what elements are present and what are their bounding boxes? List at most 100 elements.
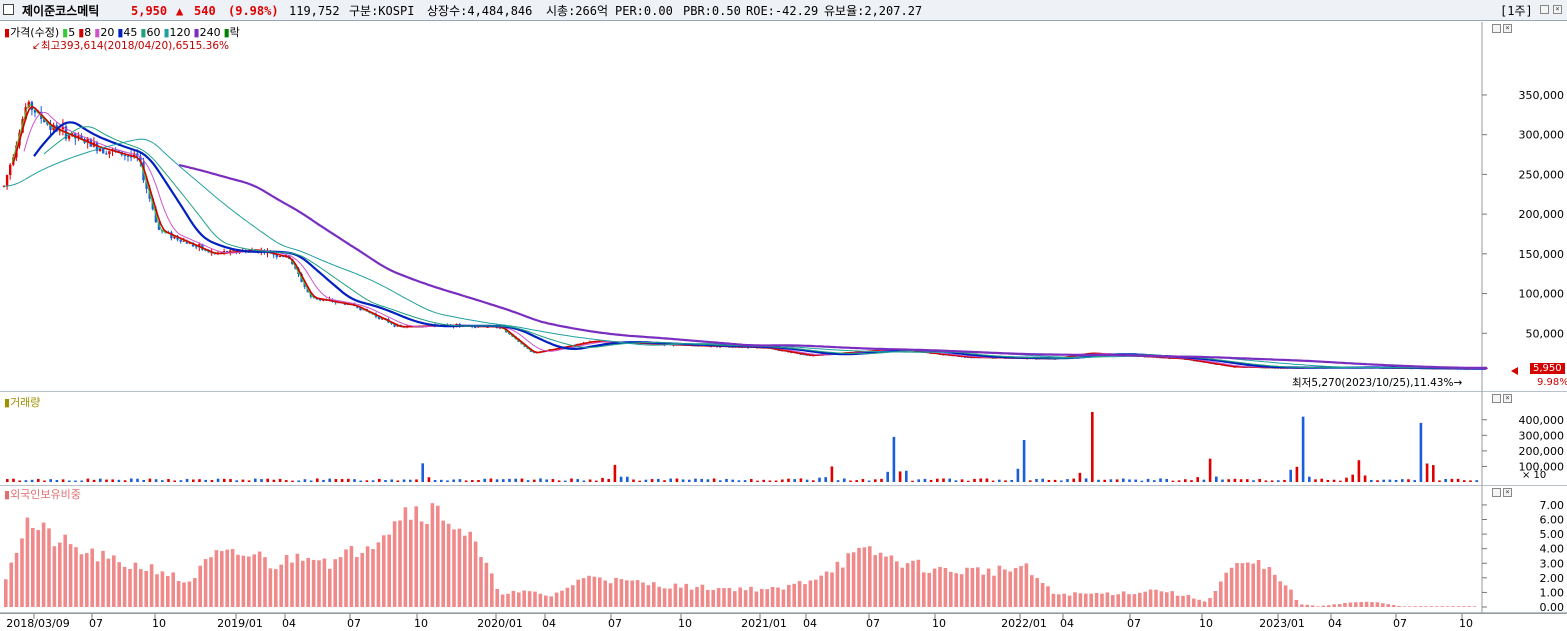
y-tick-label: 3.00 (1540, 557, 1565, 570)
x-tick-label: 10 (414, 617, 428, 630)
volume-bar (30, 479, 34, 482)
volume-bar (6, 479, 9, 482)
candle-body (12, 157, 15, 165)
volume-bar (867, 480, 871, 482)
volume-bar (898, 471, 902, 482)
legend-item-1[interactable]: ▮5 (62, 26, 76, 39)
volume-bar (148, 478, 152, 482)
candle-body (498, 327, 502, 329)
panel-maximize-icon[interactable] (1492, 488, 1501, 497)
volume-bar (210, 480, 214, 482)
period-selector[interactable]: [1주] (1500, 4, 1533, 18)
candle-body (195, 246, 198, 248)
foreign-bar (679, 587, 683, 607)
foreign-bar (279, 564, 283, 607)
foreign-bar (711, 590, 715, 607)
foreign-bar (652, 582, 656, 607)
y-tick-label: 1.00 (1540, 586, 1565, 599)
minimize-icon[interactable] (1540, 5, 1549, 14)
current-price: 5,950 (131, 4, 168, 18)
candle-body (381, 318, 384, 320)
panel-maximize-icon[interactable] (1492, 24, 1501, 33)
foreign-bar (1046, 586, 1050, 607)
legend-item-6[interactable]: ▮120 (163, 26, 191, 39)
legend-item-5[interactable]: ▮60 (140, 26, 161, 39)
foreign-panel[interactable]: ▮외국인보유비중 × 0.00 1.00 2.00 3.00 4.00 5.00 6.00 7… (0, 486, 1567, 613)
foreign-bar (68, 544, 73, 607)
volume-bar (1010, 480, 1013, 482)
volume-bar (303, 479, 307, 482)
volume-bar (923, 478, 927, 482)
candle-body (278, 255, 282, 257)
foreign-bar (1148, 589, 1153, 607)
foreign-bar (1024, 563, 1029, 607)
legend-item-3[interactable]: ▮20 (94, 26, 115, 39)
legend-item-0[interactable]: ▮가격(수정) (4, 26, 60, 39)
foreign-bar (139, 569, 143, 607)
candle-body (182, 240, 185, 242)
candle-body (126, 155, 130, 157)
foreign-bar (236, 554, 240, 607)
legend-item-8[interactable]: ▮락 (223, 26, 240, 39)
foreign-bar (301, 560, 305, 607)
foreign-bar (824, 571, 829, 607)
price-panel[interactable]: ▮가격(수정) ▮5 ▮8 ▮20 ▮45 ▮60 ▮120 ▮240 ▮락 ↙최고393,61… (0, 22, 1567, 392)
foreign-bar (862, 547, 867, 607)
foreign-bar (511, 590, 516, 607)
foreign-bar (182, 582, 186, 607)
volume-bar (24, 480, 28, 482)
volume-bar (514, 478, 517, 482)
foreign-bar (403, 507, 408, 607)
foreign-bar (241, 555, 246, 607)
volume-bar (781, 479, 784, 482)
volume-panel[interactable]: ▮거래량 × 100,000 200,000 300,000 400,000 × 10 (0, 392, 1567, 486)
volume-bar (1370, 479, 1373, 482)
volume-bar (1363, 475, 1367, 482)
x-tick-label: 07 (1393, 617, 1407, 630)
volume-bar (1109, 479, 1113, 482)
candle-body (86, 138, 89, 143)
foreign-bar (365, 546, 370, 607)
volume-bar (1320, 478, 1323, 482)
volume-bar (111, 479, 114, 482)
foreign-bar (58, 542, 62, 607)
foreign-bar (230, 549, 235, 607)
volume-bar (712, 478, 716, 482)
foreign-bar (684, 583, 688, 607)
panel-close-icon[interactable]: × (1503, 394, 1512, 403)
volume-bar (204, 479, 207, 482)
panel-close-icon[interactable]: × (1503, 24, 1512, 33)
candle-body (105, 153, 108, 155)
volume-bar (812, 480, 815, 482)
panel-maximize-icon[interactable] (1492, 394, 1501, 403)
volume-bar (576, 479, 579, 482)
y-tick-label: 4.00 (1540, 543, 1565, 556)
legend-item-4[interactable]: ▮45 (117, 26, 138, 39)
foreign-bar (495, 588, 499, 607)
foreign-bar (770, 587, 775, 607)
foreign-bar (1294, 599, 1299, 607)
volume-bar (1289, 469, 1292, 482)
volume-bar (1022, 440, 1026, 482)
candle-body (80, 135, 83, 139)
foreign-bar (1094, 592, 1099, 607)
volume-bar (836, 480, 840, 482)
volume-bar (371, 480, 375, 482)
close-icon[interactable]: × (1553, 5, 1562, 14)
volume-bar (787, 478, 790, 482)
panel-close-icon[interactable]: × (1503, 488, 1512, 497)
volume-bar (1252, 480, 1255, 482)
legend-item-7[interactable]: ▮240 (193, 26, 221, 39)
volume-bar (347, 478, 350, 482)
stock-name[interactable]: 제이준코스메틱 (22, 4, 100, 18)
foreign-bar (414, 506, 418, 607)
legend-item-2[interactable]: ▮8 (78, 26, 92, 39)
volume-bar (74, 480, 77, 482)
foreign-bar (1132, 594, 1137, 607)
select-checkbox[interactable] (3, 4, 14, 15)
foreign-bar (695, 586, 699, 607)
foreign-bar (1159, 591, 1164, 607)
volume-bar (185, 478, 189, 482)
volume-bar (92, 479, 96, 482)
volume-bar (805, 479, 809, 482)
